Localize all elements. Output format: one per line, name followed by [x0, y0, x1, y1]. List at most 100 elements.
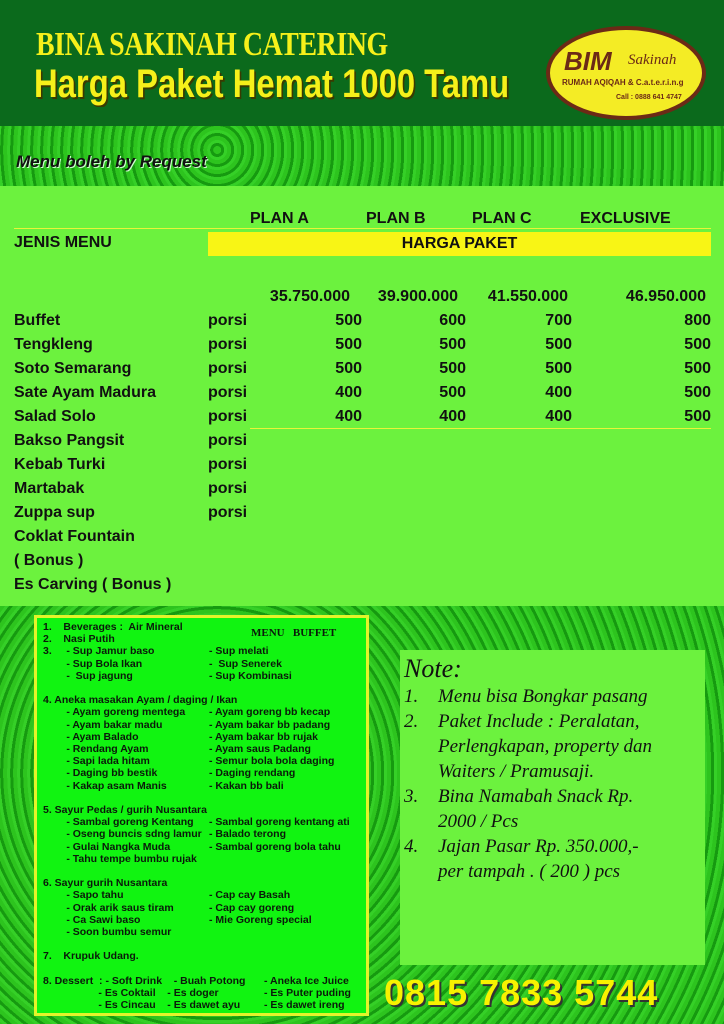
- buffet-line: 4. Aneka masakan Ayam / daging / Ikan: [43, 694, 238, 707]
- buffet-line: - Es Cincau - Es dawet ayu: [43, 999, 241, 1012]
- buffet-line: - Sup melati: [209, 645, 269, 658]
- menu-item-unit: porsi: [208, 480, 248, 497]
- plan-header: PLAN A: [250, 210, 309, 227]
- buffet-line: - Ayam bakar madu: [43, 718, 163, 731]
- buffet-line: - Aneka Ice Juice: [264, 974, 349, 987]
- portion-value: 400: [335, 408, 362, 425]
- buffet-line: - Balado terong: [209, 828, 287, 841]
- portion-value: 700: [545, 312, 572, 329]
- buffet-line: - Es dawet ireng: [264, 999, 345, 1012]
- pattern-band: [0, 126, 724, 186]
- note-item: per tampah . ( 200 ) pcs: [438, 861, 621, 882]
- buffet-line: - Daging rendang: [209, 767, 296, 780]
- divider: [14, 228, 711, 229]
- phone-number: 0815 7833 5744: [384, 972, 659, 1013]
- buffet-line: - Semur bola bola daging: [209, 755, 335, 768]
- buffet-line: 3. - Sup Jamur baso: [43, 645, 155, 658]
- note-number: 4.: [404, 836, 419, 857]
- menu-item-name: Sate Ayam Madura: [14, 384, 156, 401]
- menu-item-unit: porsi: [208, 456, 248, 473]
- logo-tagline: RUMAH AQIQAH & C.a.t.e.r.i.n.g: [562, 78, 684, 87]
- buffet-line: - Ayam Balado: [43, 730, 139, 743]
- logo-brand: BIM: [564, 46, 612, 76]
- note-number: 3.: [404, 786, 419, 807]
- buffet-line: 7. Krupuk Udang.: [43, 950, 139, 963]
- buffet-line: - Ayam bakar bb padang: [209, 718, 331, 731]
- buffet-line: 1. Beverages : Air Mineral: [43, 621, 183, 633]
- portion-value: 400: [545, 384, 572, 401]
- buffet-line: 8. Dessert : - Soft Drink - Buah Potong: [43, 974, 246, 987]
- buffet-line: - Sambal goreng Kentang: [43, 816, 194, 829]
- buffet-line: - Ayam goreng mentega: [43, 706, 186, 719]
- logo-sub: Sakinah: [628, 52, 677, 68]
- portion-value: 500: [335, 312, 362, 329]
- menu-header: JENIS MENU: [14, 234, 112, 251]
- buffet-line: - Ayam goreng bb kecap: [209, 706, 331, 719]
- menu-item-unit: porsi: [208, 408, 248, 425]
- portion-value: 500: [439, 336, 466, 353]
- buffet-line: - Ayam bakar bb rujak: [209, 730, 318, 743]
- menu-item-unit: porsi: [208, 312, 248, 329]
- portion-value: 400: [545, 408, 572, 425]
- portion-value: 400: [335, 384, 362, 401]
- portion-value: 500: [545, 336, 572, 353]
- buffet-line: - Sambal goreng bola tahu: [209, 840, 341, 853]
- package-price: 35.750.000: [269, 288, 350, 305]
- menu-item-name: Soto Semarang: [14, 360, 132, 377]
- price-header: HARGA PAKET: [208, 232, 711, 256]
- buffet-line: - Ca Sawi baso: [43, 913, 141, 926]
- portion-value: 500: [545, 360, 572, 377]
- portion-value: 500: [684, 384, 711, 401]
- menu-item-unit: porsi: [208, 504, 248, 521]
- portion-value: 500: [335, 360, 362, 377]
- plan-header: PLAN B: [366, 210, 426, 227]
- buffet-line: - Soon bumbu semur: [43, 926, 172, 938]
- portion-value: 500: [439, 384, 466, 401]
- menu-item-name: Es Carving ( Bonus ): [14, 576, 172, 593]
- menu-item-unit: porsi: [208, 384, 248, 401]
- company-name: BINA SAKINAH CATERING: [36, 26, 388, 63]
- package-price: 46.950.000: [625, 288, 706, 305]
- buffet-line: - Cap cay Basah: [209, 889, 291, 902]
- note-item: Menu bisa Bongkar pasang: [438, 686, 648, 707]
- buffet-line: - Orak arik saus tiram: [43, 901, 174, 914]
- note-title: Note:: [404, 654, 462, 683]
- package-price: 41.550.000: [487, 288, 568, 305]
- menu-item-unit: porsi: [208, 336, 248, 353]
- menu-item-name: Kebab Turki: [14, 456, 106, 473]
- note-item: Waiters / Pramusaji.: [438, 761, 595, 782]
- portion-value: 800: [684, 312, 711, 329]
- menu-item-name: Bakso Pangsit: [14, 432, 125, 449]
- buffet-line: - Sapi lada hitam: [43, 755, 150, 768]
- portion-value: 500: [335, 336, 362, 353]
- note-box: Note: 1. Menu bisa Bongkar pasang 2. Paket …: [400, 650, 705, 965]
- buffet-line: - Rendang Ayam: [43, 743, 149, 755]
- note-number: 1.: [404, 686, 419, 707]
- divider: [250, 428, 711, 429]
- header: BINA SAKINAH CATERING Harga Paket Hemat …: [0, 0, 724, 126]
- buffet-line: - Cap cay goreng: [209, 901, 295, 914]
- buffet-line: - Sup Kombinasi: [209, 669, 292, 682]
- buffet-line: - Sup jagung: [43, 669, 133, 682]
- note-item: Paket Include : Peralatan,: [438, 711, 640, 732]
- buffet-line: - Kakap asam Manis: [43, 779, 167, 792]
- buffet-line: - Sup Bola Ikan: [43, 657, 143, 670]
- menu-item-unit: porsi: [208, 432, 248, 449]
- price-table: [0, 186, 724, 606]
- plan-header: EXCLUSIVE: [580, 210, 671, 227]
- note-item: Bina Namabah Snack Rp.: [438, 786, 634, 807]
- menu-item-name: Zuppa sup: [14, 504, 95, 521]
- menu-item-name: Tengkleng: [14, 336, 93, 353]
- plan-header: PLAN C: [472, 210, 532, 227]
- buffet-line: - Ayam saus Padang: [209, 743, 311, 755]
- portion-value: 400: [439, 408, 466, 425]
- buffet-line: - Daging bb bestik: [43, 767, 158, 780]
- buffet-line: - Oseng buncis sdng lamur: [43, 828, 202, 841]
- menu-item-name: ( Bonus ): [14, 552, 84, 569]
- buffet-line: - Mie Goreng special: [209, 913, 312, 926]
- menu-item-name: Salad Solo: [14, 408, 96, 425]
- package-price: 39.900.000: [377, 288, 458, 305]
- buffet-line: - Sapo tahu: [43, 889, 124, 902]
- menu-buffet-title: MENU BUFFET: [251, 627, 337, 639]
- note-item: 2000 / Pcs: [438, 811, 519, 832]
